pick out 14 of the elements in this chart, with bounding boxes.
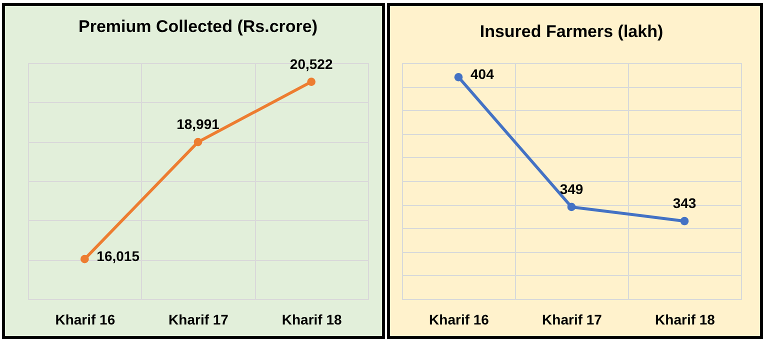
data-label: 343 (672, 195, 696, 212)
x-tick-label: Kharif 18 (655, 312, 716, 328)
data-label: 16,015 (96, 248, 140, 264)
chart-title: Premium Collected (Rs.crore) (78, 16, 318, 36)
data-label: 18,991 (176, 116, 220, 132)
chart-title: Insured Farmers (lakh) (480, 22, 664, 41)
data-label: 404 (470, 66, 494, 82)
x-tick-label: Kharif 17 (542, 312, 602, 328)
x-tick-label: Kharif 17 (168, 312, 229, 328)
data-label: 349 (560, 180, 584, 197)
x-tick-label: Kharif 16 (55, 312, 116, 328)
data-label: 20,522 (290, 56, 333, 72)
x-tick-label: Kharif 16 (429, 312, 490, 328)
x-tick-label: Kharif 18 (282, 312, 342, 328)
